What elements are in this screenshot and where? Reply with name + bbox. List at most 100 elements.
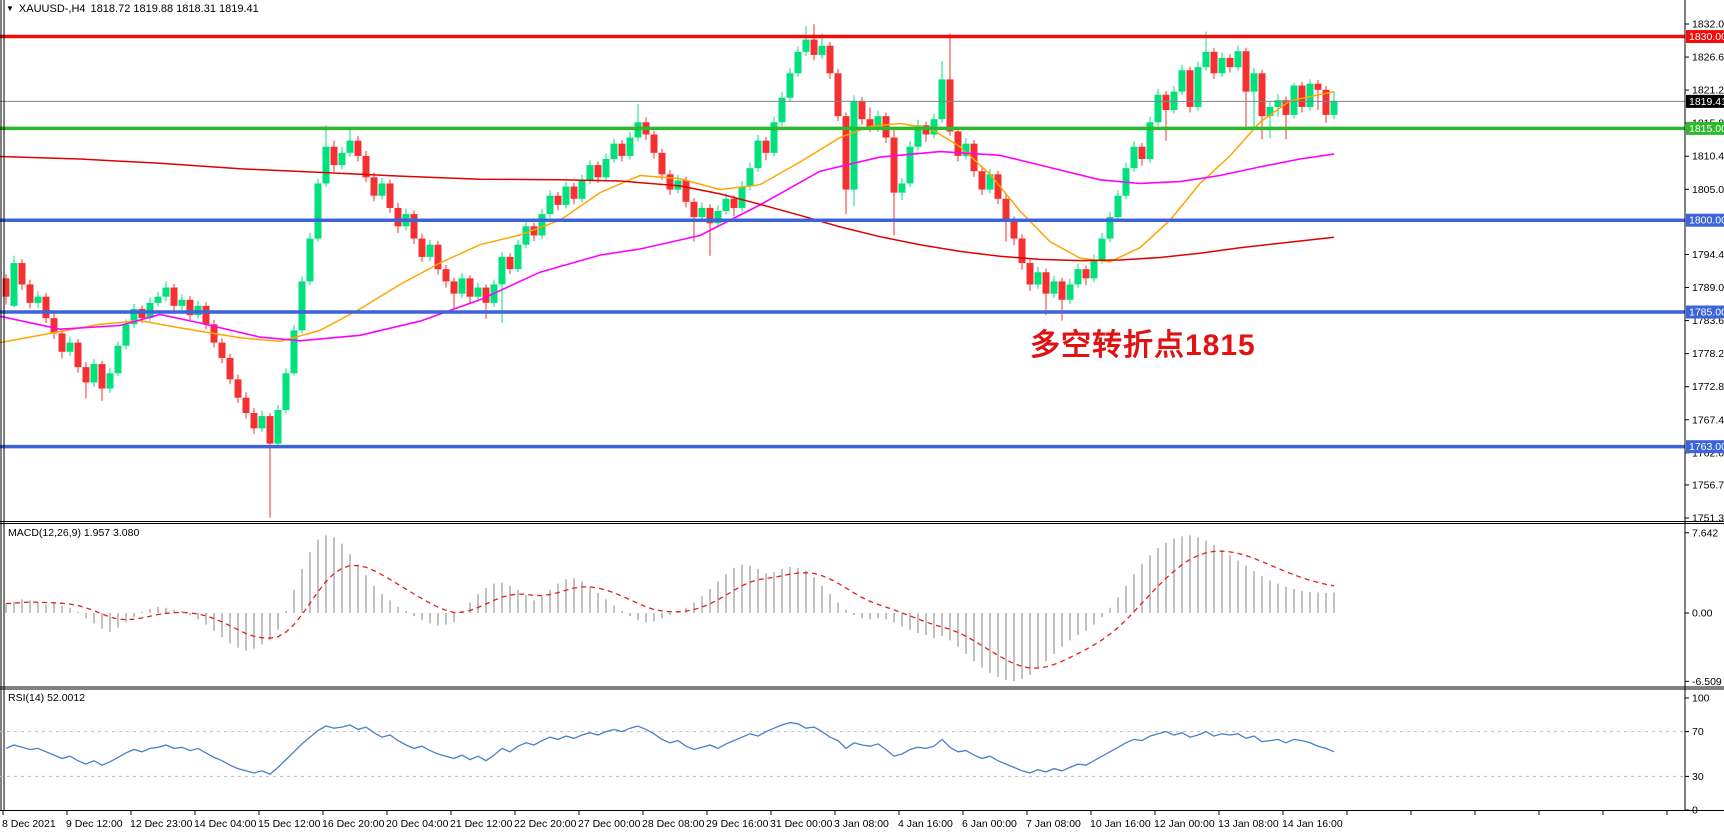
candle-body [1306, 83, 1314, 107]
candle-body [986, 174, 994, 190]
macd-indicator-label: MACD(12,26,9) 1.957 3.080 [8, 527, 140, 539]
candle-body [378, 183, 386, 196]
candle-body [1114, 195, 1122, 218]
candle-body [834, 73, 842, 117]
candle-body [610, 143, 618, 159]
candle-body [202, 305, 210, 325]
candle-body [1274, 100, 1282, 107]
svg-text:0: 0 [1692, 805, 1698, 817]
candle-body [410, 214, 418, 239]
candle-body [978, 171, 986, 190]
candle-body [1234, 51, 1242, 68]
svg-text:1785.00: 1785.00 [1689, 307, 1724, 319]
candle-body [154, 296, 162, 303]
svg-text:1794.40: 1794.40 [1692, 249, 1724, 261]
svg-text:1821.25: 1821.25 [1692, 85, 1724, 97]
svg-text:3 Jan 08:00: 3 Jan 08:00 [834, 818, 889, 830]
candle-body [906, 146, 914, 184]
candle-body [290, 330, 298, 374]
candle-body [874, 116, 882, 129]
candle-body [178, 299, 186, 306]
candle-body [794, 51, 802, 74]
svg-text:6 Jan 00:00: 6 Jan 00:00 [962, 818, 1017, 830]
svg-text:0.00: 0.00 [1692, 608, 1713, 620]
candle-body [498, 256, 506, 285]
candle-body [818, 45, 826, 55]
candle-body [18, 263, 26, 285]
svg-text:4 Jan 16:00: 4 Jan 16:00 [898, 818, 953, 830]
candle-body [186, 299, 194, 316]
svg-text:31 Dec 00:00: 31 Dec 00:00 [770, 818, 833, 830]
candle-body [1162, 94, 1170, 111]
annotation-text[interactable]: 多空转折点1815 [1030, 329, 1256, 362]
svg-text:27 Dec 00:00: 27 Dec 00:00 [578, 818, 641, 830]
svg-text:70: 70 [1692, 726, 1704, 738]
svg-text:14 Dec 04:00: 14 Dec 04:00 [194, 818, 257, 830]
candle-body [618, 143, 626, 156]
candle-body [554, 195, 562, 205]
candle-body [418, 238, 426, 257]
candle-body [1034, 272, 1042, 285]
svg-text:29 Dec 16:00: 29 Dec 16:00 [706, 818, 769, 830]
candle-body [682, 180, 690, 202]
candle-body [26, 284, 34, 303]
candle-body [578, 180, 586, 199]
candle-body [1050, 281, 1058, 294]
candle-body [394, 207, 402, 227]
candle-body [1138, 146, 1146, 159]
time-axis: 8 Dec 2021 9 Dec 12:00 12 Dec 23:00 14 Dec … [2, 810, 1668, 830]
svg-text:8 Dec 2021: 8 Dec 2021 [2, 818, 56, 830]
candle-body [122, 324, 130, 346]
candle-body [938, 79, 946, 120]
candle-body [218, 342, 226, 358]
candle-body [474, 287, 482, 297]
svg-text:7 Jan 08:00: 7 Jan 08:00 [1026, 818, 1081, 830]
svg-text:7.642: 7.642 [1692, 527, 1718, 539]
svg-text:1789.00: 1789.00 [1692, 282, 1724, 294]
candle-body [530, 226, 538, 236]
candle-body [858, 100, 866, 120]
candle-body [466, 278, 474, 297]
candlestick-series [2, 24, 1338, 518]
candle-body [426, 244, 434, 257]
candle-body [850, 100, 858, 190]
candle-body [74, 342, 82, 368]
candle-body [1242, 51, 1250, 92]
candle-body [1298, 85, 1306, 107]
candle-body [1194, 67, 1202, 107]
candle-body [1314, 83, 1322, 90]
candle-body [114, 345, 122, 374]
svg-text:16 Dec 20:00: 16 Dec 20:00 [322, 818, 385, 830]
candle-body [90, 364, 98, 383]
candle-body [706, 207, 714, 224]
candle-body [826, 45, 834, 74]
svg-text:1800.00: 1800.00 [1689, 215, 1724, 227]
candle-body [770, 122, 778, 153]
candle-body [106, 373, 114, 389]
svg-text:1763.00: 1763.00 [1689, 441, 1724, 453]
symbol-dropdown-icon[interactable]: ▼ [6, 4, 14, 13]
candle-body [330, 146, 338, 166]
candle-body [738, 186, 746, 208]
svg-text:12 Dec 23:00: 12 Dec 23:00 [130, 818, 193, 830]
candle-body [1002, 198, 1010, 221]
candle-body [1058, 281, 1066, 300]
svg-text:13 Jan 08:00: 13 Jan 08:00 [1218, 818, 1279, 830]
candle-body [586, 165, 594, 181]
candle-body [994, 174, 1002, 199]
candle-body [778, 97, 786, 123]
candle-body [1210, 51, 1218, 74]
candle-body [1226, 57, 1234, 68]
svg-text:12 Jan 00:00: 12 Jan 00:00 [1154, 818, 1215, 830]
rsi-indicator-label: RSI(14) 52.0012 [8, 692, 86, 704]
candle-body [810, 39, 818, 55]
candle-body [954, 131, 962, 156]
price-badge: 1830.00 [1686, 30, 1724, 44]
ma-mid-magenta [0, 150, 1335, 342]
candle-body [34, 296, 42, 303]
candle-body [698, 207, 706, 218]
candle-body [570, 186, 578, 199]
candle-body [450, 281, 458, 294]
candle-body [690, 201, 698, 218]
